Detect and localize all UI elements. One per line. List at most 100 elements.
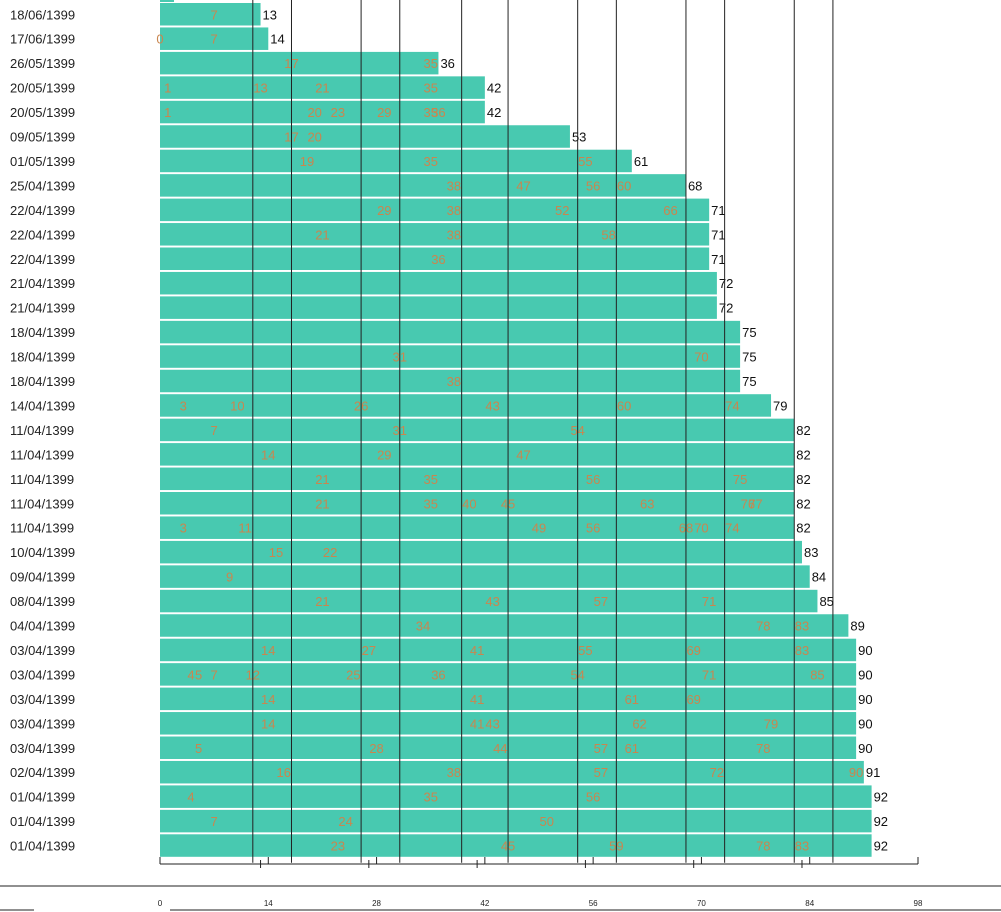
bar-end-label: 91 [866, 765, 880, 780]
bar-mark-label: 25 [346, 667, 360, 682]
bar-mark-label: 47 [516, 178, 530, 193]
bar-mark-label: 78 [756, 619, 770, 634]
bar-mark-label: 4 [187, 790, 194, 805]
bar-mark-label: 23 [331, 839, 345, 854]
bar-mark-label: 61 [625, 692, 639, 707]
bar-mark-label: 35 [423, 81, 437, 96]
row-date-label: 02/04/1399 [10, 765, 75, 780]
bar-mark-label: 63 [640, 496, 654, 511]
bar-mark-label: 29 [377, 203, 391, 218]
bar-end-label: 85 [819, 594, 833, 609]
bar-mark-label: 36 [431, 252, 445, 267]
bar-mark-label: 55 [578, 154, 592, 169]
bar-mark-label: 69 [686, 692, 700, 707]
row-date-label: 11/04/1399 [10, 521, 74, 536]
row-date-label: 18/06/1399 [10, 7, 75, 22]
bar-mark-label: 5 [195, 667, 202, 682]
bar-mark-label: 56 [586, 521, 600, 536]
bar-mark-label: 44 [493, 741, 507, 756]
row-date-label: 01/04/1399 [10, 790, 75, 805]
bar [160, 27, 269, 50]
bar-mark-label: 75 [733, 472, 747, 487]
bar-end-label: 90 [858, 667, 872, 682]
row-date-label: 11/04/1399 [10, 472, 74, 487]
bar-mark-label: 41 [470, 643, 484, 658]
bar-mark-label: 74 [725, 521, 739, 536]
row-date-label: 20/05/1399 [10, 105, 75, 120]
bar-mark-label: 43 [485, 594, 499, 609]
bar-mark-label: 83 [795, 839, 809, 854]
row-date-label: 03/04/1399 [10, 716, 75, 731]
bar-mark-label: 85 [810, 667, 824, 682]
bar-mark-label: 43 [485, 716, 499, 731]
row-date-label: 01/04/1399 [10, 839, 75, 854]
row-date-label: 01/04/1399 [10, 814, 75, 829]
bar-mark-label: 27 [362, 643, 376, 658]
bar-mark-label: 7 [211, 423, 218, 438]
bar-end-label: 89 [850, 619, 864, 634]
x-tick-label: 42 [480, 899, 489, 908]
bar [160, 320, 741, 344]
bar-end-label: 36 [440, 56, 454, 71]
bar [160, 100, 485, 124]
bar-mark-label: 36 [431, 105, 445, 120]
bar-end-label: 75 [742, 374, 756, 389]
bar-stub [160, 0, 174, 2]
bar-end-label: 14 [270, 32, 284, 47]
row-date-label: 17/06/1399 [10, 32, 75, 47]
bar-mark-label: 7 [211, 667, 218, 682]
bar-mark-label: 15 [269, 545, 283, 560]
x-tick-label: 0 [158, 899, 163, 908]
bar-mark-label: 66 [663, 203, 677, 218]
bar [160, 345, 741, 368]
bar-mark-label: 11 [238, 521, 252, 536]
bar-end-label: 79 [773, 398, 787, 413]
bar-mark-label: 9 [226, 570, 233, 585]
bar-mark-label: 1 [164, 105, 171, 120]
bar-end-label: 71 [711, 227, 725, 242]
bar [160, 467, 795, 491]
bar [160, 565, 810, 588]
bar-mark-label: 41 [470, 716, 484, 731]
bar-mark-label: 24 [338, 814, 352, 829]
bar-mark-label: 28 [369, 741, 383, 756]
bar-mark-label: 38 [447, 227, 461, 242]
bar [160, 760, 864, 784]
bar-mark-label: 41 [470, 692, 484, 707]
bar-mark-label: 57 [594, 765, 608, 780]
bar-mark-label: 35 [423, 790, 437, 805]
bar [160, 149, 632, 173]
bar-mark-label: 79 [764, 716, 778, 731]
bar [160, 369, 741, 393]
bar-end-label: 71 [711, 203, 725, 218]
bar-mark-label: 21 [315, 496, 329, 511]
bar-mark-label: 78 [756, 741, 770, 756]
bar-mark-label: 56 [586, 472, 600, 487]
bar-mark-label: 10 [230, 398, 244, 413]
bar-end-label: 75 [742, 350, 756, 365]
bar-end-label: 90 [858, 741, 872, 756]
bar-mark-label: 35 [423, 105, 437, 120]
bar-mark-label: 90 [849, 765, 863, 780]
bar [160, 589, 818, 613]
bar-end-label: 82 [796, 496, 810, 511]
bar-mark-label: 72 [710, 765, 724, 780]
bar-mark-label: 4 [187, 667, 194, 682]
bar-mark-label: 55 [578, 643, 592, 658]
bar-mark-label: 21 [315, 81, 329, 96]
bar-mark-label: 7 [211, 32, 218, 47]
bar-end-label: 72 [719, 301, 733, 316]
bar-mark-label: 76 [741, 496, 755, 511]
bar-end-label: 72 [719, 276, 733, 291]
bar-mark-label: 29 [377, 447, 391, 462]
bar [160, 809, 872, 833]
row-date-label: 03/04/1399 [10, 643, 75, 658]
bar-mark-label: 3 [180, 398, 187, 413]
bar-mark-label: 40 [462, 496, 476, 511]
x-tick-label: 28 [372, 899, 381, 908]
bar-mark-label: 14 [261, 692, 275, 707]
bar [160, 51, 439, 75]
bar-mark-label: 7 [211, 7, 218, 22]
bar [160, 174, 686, 197]
bar-end-label: 68 [688, 178, 702, 193]
